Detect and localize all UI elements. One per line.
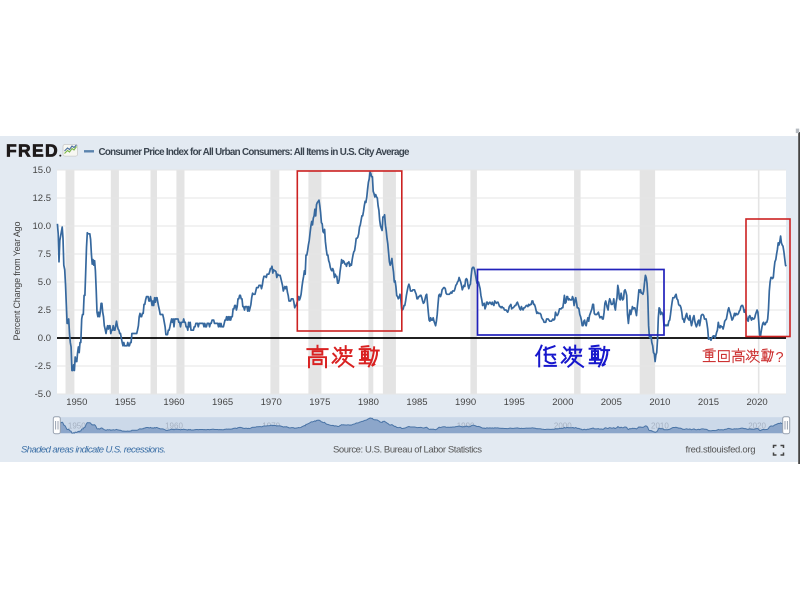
svg-text:1960: 1960 <box>165 422 183 431</box>
svg-text:0.0: 0.0 <box>38 333 51 344</box>
svg-text:2020: 2020 <box>747 397 768 408</box>
svg-text:Percent Change from Year Ago: Percent Change from Year Ago <box>12 222 22 341</box>
svg-text:5.0: 5.0 <box>38 277 51 288</box>
svg-text:2000: 2000 <box>552 397 573 408</box>
svg-text:1990: 1990 <box>455 397 476 408</box>
svg-text:2005: 2005 <box>601 397 622 408</box>
svg-text:1975: 1975 <box>309 397 330 408</box>
svg-text:1970: 1970 <box>261 397 282 408</box>
svg-text:10.0: 10.0 <box>33 221 52 232</box>
svg-text:2010: 2010 <box>651 422 669 431</box>
svg-text:Source: U.S. Bureau of Labor S: Source: U.S. Bureau of Labor Statistics <box>333 445 482 456</box>
svg-text:1995: 1995 <box>504 397 525 408</box>
svg-text:2015: 2015 <box>698 397 719 408</box>
svg-text:2020: 2020 <box>748 422 766 431</box>
svg-text:1965: 1965 <box>212 397 233 408</box>
svg-text:1950: 1950 <box>68 422 86 431</box>
svg-text:1980: 1980 <box>358 397 379 408</box>
svg-text:1955: 1955 <box>115 397 136 408</box>
svg-text:-2.5: -2.5 <box>35 361 51 372</box>
svg-text:2010: 2010 <box>649 397 670 408</box>
svg-text:FRED: FRED <box>6 141 58 161</box>
svg-text:1985: 1985 <box>406 397 427 408</box>
svg-text:15.0: 15.0 <box>33 165 52 176</box>
svg-text:?: ? <box>776 350 784 366</box>
svg-text:2.5: 2.5 <box>38 305 51 316</box>
svg-text:2000: 2000 <box>554 422 572 431</box>
svg-text:1960: 1960 <box>163 397 184 408</box>
svg-text:7.5: 7.5 <box>38 249 51 260</box>
svg-text:Consumer Price Index for All U: Consumer Price Index for All Urban Consu… <box>99 147 411 158</box>
svg-text:-5.0: -5.0 <box>35 389 51 400</box>
svg-text:12.5: 12.5 <box>33 193 52 204</box>
svg-text:Shaded areas indicate U.S. rec: Shaded areas indicate U.S. recessions. <box>21 445 166 456</box>
svg-text:fred.stlouisfed.org: fred.stlouisfed.org <box>686 445 756 456</box>
svg-text:1950: 1950 <box>66 397 87 408</box>
